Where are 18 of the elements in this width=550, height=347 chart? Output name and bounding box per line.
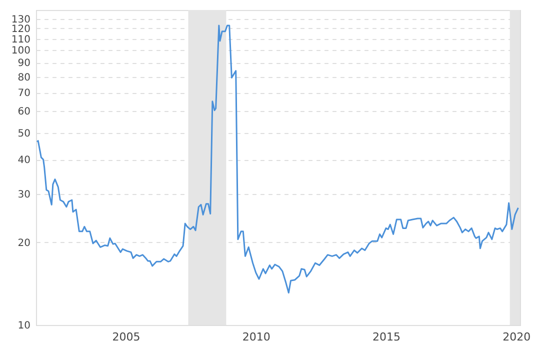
x-tick-label: 2005	[112, 330, 140, 344]
y-tick-label: 100	[11, 46, 30, 57]
y-tick-label: 130	[11, 14, 30, 26]
x-tick-label: 2020	[502, 330, 531, 344]
y-tick-label: 20	[18, 238, 30, 249]
x-tick-label: 2015	[372, 330, 400, 344]
y-tick-label: 10	[18, 320, 30, 332]
y-tick-label: 30	[18, 189, 30, 200]
y-tick-label: 80	[18, 72, 30, 84]
y-tick-label: 40	[18, 155, 30, 166]
y-tick-label: 60	[18, 106, 30, 118]
y-tick-label: 120	[11, 24, 30, 35]
y-tick-label: 110	[11, 34, 30, 46]
y-tick-label: 90	[18, 58, 30, 70]
y-tick-label: 70	[18, 88, 30, 100]
y-tick-label: 50	[18, 128, 30, 140]
line-series	[36, 24, 519, 294]
x-tick-label: 2010	[242, 330, 270, 344]
